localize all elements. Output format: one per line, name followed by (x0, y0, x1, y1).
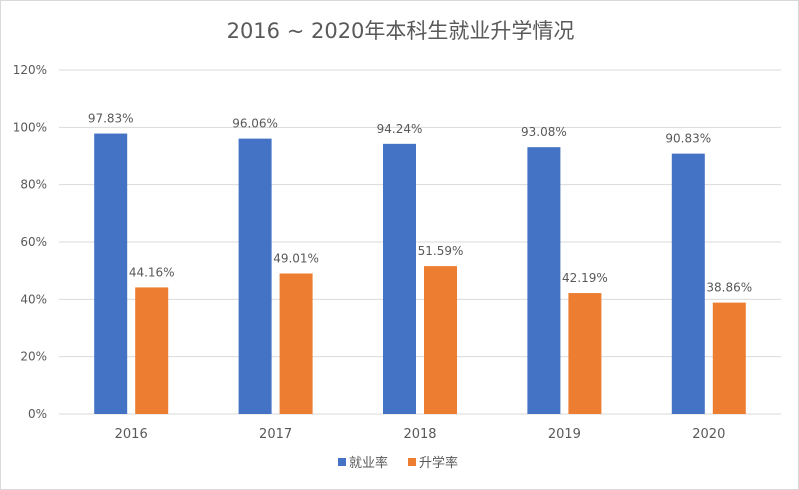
x-tick-label: 2020 (692, 427, 725, 442)
y-tick-label: 80% (20, 178, 47, 192)
bar-further-study (279, 273, 313, 414)
data-label: 90.83% (665, 132, 711, 146)
data-label: 96.06% (232, 117, 278, 131)
bar-employment (527, 147, 561, 415)
data-label: 38.86% (706, 281, 752, 295)
chart-title: 2016 ~ 2020年本科生就业升学情况 (226, 19, 575, 43)
bar-further-study (424, 266, 457, 414)
data-label: 49.01% (273, 252, 319, 266)
data-label: 44.16% (129, 265, 175, 279)
legend-swatch (408, 458, 416, 466)
y-tick-label: 120% (13, 63, 47, 77)
data-label: 42.19% (562, 271, 608, 285)
y-tick-label: 60% (20, 235, 47, 249)
data-label: 51.59% (418, 244, 464, 258)
bar-employment (94, 133, 128, 414)
data-label: 93.08% (521, 125, 567, 139)
bar-further-study (712, 302, 746, 414)
y-tick-label: 0% (28, 407, 47, 421)
x-tick-label: 2017 (259, 427, 292, 442)
x-tick-label: 2016 (115, 427, 148, 442)
y-tick-label: 100% (13, 120, 47, 134)
data-label: 97.83% (88, 112, 134, 126)
bar-employment (671, 153, 705, 414)
bar-employment (383, 143, 416, 414)
bar-further-study (568, 293, 602, 414)
y-tick-label: 20% (20, 350, 47, 364)
bar-employment (238, 138, 272, 415)
bar-further-study (135, 287, 169, 414)
x-tick-label: 2019 (548, 427, 581, 442)
x-tick-label: 2018 (403, 427, 436, 442)
y-tick-label: 40% (20, 292, 47, 306)
legend-label: 就业率 (349, 455, 388, 471)
legend-swatch (338, 458, 346, 466)
data-label: 94.24% (377, 122, 423, 136)
legend-label: 升学率 (419, 455, 458, 471)
